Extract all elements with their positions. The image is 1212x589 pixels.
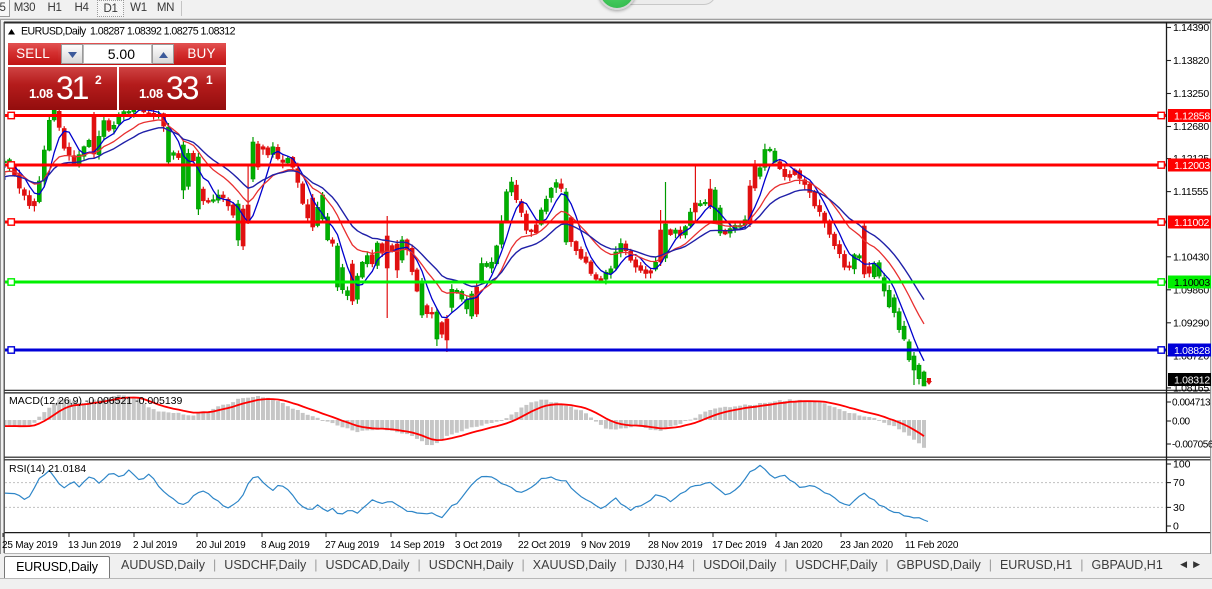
svg-text:-0.007056: -0.007056 — [1172, 440, 1212, 451]
svg-text:1.12003: 1.12003 — [1174, 160, 1210, 172]
svg-text:RSI(14) 21.0184: RSI(14) 21.0184 — [9, 463, 86, 475]
svg-text:1.13820: 1.13820 — [1173, 55, 1209, 67]
svg-text:1.12680: 1.12680 — [1173, 121, 1209, 133]
svg-text:11 Feb 2020: 11 Feb 2020 — [905, 540, 959, 551]
svg-text:25 May 2019: 25 May 2019 — [2, 540, 58, 551]
svg-text:1.14390: 1.14390 — [1173, 22, 1209, 34]
svg-text:1.10003: 1.10003 — [1174, 277, 1210, 289]
svg-text:20 Jul 2019: 20 Jul 2019 — [196, 540, 246, 551]
svg-text:17 Dec 2019: 17 Dec 2019 — [712, 540, 767, 551]
svg-text:MACD(12,26,9) -0.006521 -0.005: MACD(12,26,9) -0.006521 -0.005139 — [9, 395, 183, 407]
svg-text:1.11002: 1.11002 — [1174, 217, 1210, 229]
svg-text:2 Jul 2019: 2 Jul 2019 — [133, 540, 178, 551]
svg-text:9 Nov 2019: 9 Nov 2019 — [581, 540, 631, 551]
svg-text:1.09290: 1.09290 — [1173, 317, 1209, 329]
svg-text:3 Oct 2019: 3 Oct 2019 — [455, 540, 503, 551]
svg-text:22 Oct 2019: 22 Oct 2019 — [518, 540, 571, 551]
svg-text:1.08312: 1.08312 — [1174, 374, 1210, 386]
svg-text:28 Nov 2019: 28 Nov 2019 — [648, 540, 703, 551]
svg-text:0.004713: 0.004713 — [1172, 398, 1211, 409]
svg-text:100: 100 — [1173, 459, 1191, 471]
svg-text:4 Jan 2020: 4 Jan 2020 — [775, 540, 823, 551]
svg-text:1.12858: 1.12858 — [1174, 110, 1210, 122]
svg-text:70: 70 — [1173, 477, 1185, 489]
svg-text:1.08828: 1.08828 — [1174, 345, 1210, 357]
svg-text:0.00: 0.00 — [1172, 417, 1191, 428]
svg-text:0: 0 — [1173, 521, 1179, 533]
svg-text:1.13250: 1.13250 — [1173, 88, 1209, 100]
svg-text:14 Sep 2019: 14 Sep 2019 — [390, 540, 445, 551]
svg-text:23 Jan 2020: 23 Jan 2020 — [840, 540, 893, 551]
svg-text:8 Aug 2019: 8 Aug 2019 — [261, 540, 310, 551]
svg-text:1.11555: 1.11555 — [1173, 186, 1209, 198]
svg-text:30: 30 — [1173, 502, 1185, 514]
svg-text:EURUSD,Daily: EURUSD,Daily — [21, 26, 87, 38]
svg-text:27 Aug 2019: 27 Aug 2019 — [325, 540, 380, 551]
svg-text:1.10430: 1.10430 — [1173, 251, 1209, 263]
svg-text:13 Jun 2019: 13 Jun 2019 — [68, 540, 121, 551]
svg-text:1.08287 1.08392 1.08275 1.0831: 1.08287 1.08392 1.08275 1.08312 — [90, 26, 236, 38]
